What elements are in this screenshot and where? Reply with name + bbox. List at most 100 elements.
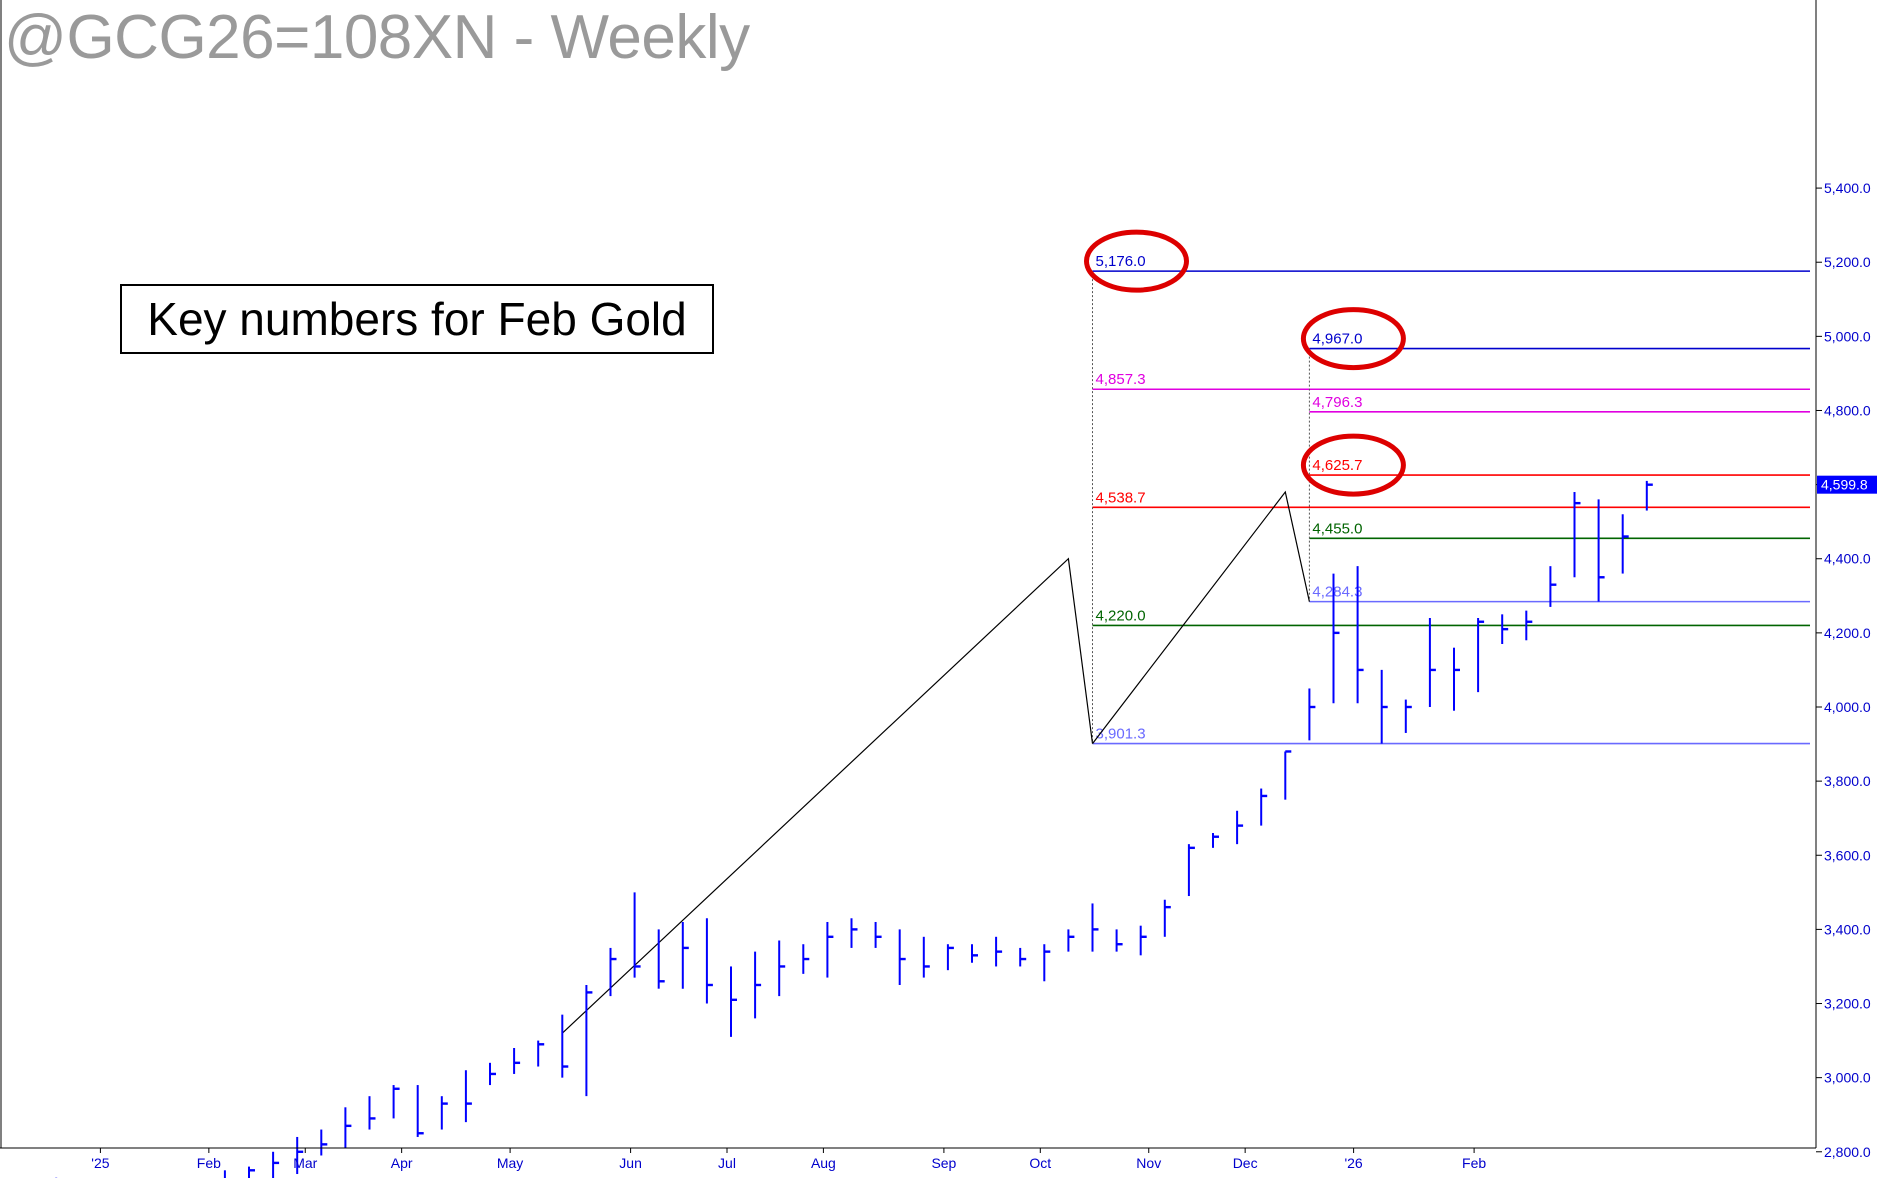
price-bar: [1212, 833, 1219, 848]
price-bar: [248, 1166, 255, 1178]
level-label: 4,857.3: [1096, 371, 1146, 388]
y-tick-label: 3,000.0: [1824, 1070, 1871, 1086]
x-tick-label: '25: [91, 1155, 109, 1171]
price-bar: [1067, 929, 1075, 952]
price-bar: [489, 1062, 496, 1086]
level-label: 4,967.0: [1312, 331, 1362, 348]
last-price-label: 4,599.8: [1821, 477, 1868, 493]
x-tick-label: Feb: [197, 1155, 221, 1171]
price-bar: [1115, 929, 1123, 952]
y-tick-label: 4,000.0: [1824, 699, 1871, 715]
price-bar: [1453, 647, 1460, 711]
price-bar: [223, 1170, 226, 1178]
x-tick-label: Dec: [1233, 1155, 1258, 1171]
y-tick-label: 4,200.0: [1824, 625, 1871, 641]
price-bar: [946, 944, 954, 971]
level-label: 4,220.0: [1096, 607, 1146, 624]
price-bar: [1477, 618, 1485, 693]
x-tick-label: May: [497, 1155, 523, 1171]
price-bar: [537, 1040, 545, 1067]
chart-title: @GCG26=108XN - Weekly: [4, 3, 750, 72]
x-tick-label: Feb: [1462, 1155, 1486, 1171]
price-bar: [1525, 610, 1533, 641]
highlight-circle: [1300, 307, 1406, 371]
y-tick-label: 3,200.0: [1824, 996, 1871, 1012]
price-bar: [633, 892, 641, 978]
price-bar: [344, 1107, 352, 1149]
highlight-circle: [1084, 229, 1189, 293]
x-tick-label: Aug: [811, 1155, 836, 1171]
abc-line: [1092, 490, 1310, 744]
y-tick-label: 2,800.0: [1824, 1144, 1871, 1160]
price-bar: [1573, 492, 1581, 578]
price-bars: [55, 480, 1653, 1178]
price-bar: [320, 1129, 328, 1156]
price-bar: [1260, 788, 1268, 826]
price-bar: [995, 936, 1003, 967]
price-bar: [730, 966, 737, 1037]
y-tick-label: 4,800.0: [1824, 402, 1871, 418]
x-tick-label: Sep: [931, 1155, 956, 1171]
price-bar: [464, 1070, 472, 1123]
price-bar: [705, 918, 713, 1004]
price-bar: [778, 940, 786, 997]
abc-line: [561, 557, 1094, 1034]
highlight-circle: [1300, 433, 1406, 497]
price-bar: [440, 1096, 448, 1130]
price-bar: [585, 984, 593, 1097]
x-tick-label: '26: [1344, 1155, 1362, 1171]
level-label: 4,538.7: [1096, 489, 1146, 506]
y-tick-label: 3,800.0: [1824, 773, 1871, 789]
level-label: 5,176.0: [1096, 253, 1146, 270]
y-tick-label: 4,400.0: [1824, 551, 1871, 567]
y-tick-label: 3,400.0: [1824, 921, 1871, 937]
price-bar: [1236, 810, 1244, 845]
price-bar: [1019, 947, 1027, 967]
price-bar: [1501, 614, 1509, 644]
price-bar: [296, 1136, 304, 1175]
price-bar: [1645, 480, 1653, 511]
abc-pattern-lines: [561, 490, 1310, 1034]
price-bar: [368, 1096, 376, 1130]
price-bar: [1284, 750, 1292, 800]
price-bar: [1428, 618, 1436, 707]
price-bar: [850, 918, 858, 948]
level-label: 3,901.3: [1096, 726, 1146, 743]
price-bar: [392, 1085, 400, 1119]
price-bar: [1380, 669, 1388, 744]
price-bar: [1356, 566, 1364, 704]
price-bar: [1163, 899, 1171, 937]
price-bar: [681, 921, 689, 989]
y-tick-label: 5,400.0: [1824, 180, 1871, 196]
price-bar: [416, 1085, 424, 1137]
price-bar: [1308, 688, 1316, 741]
price-bar: [609, 947, 617, 997]
highlight-circles: [1084, 229, 1406, 497]
x-tick-label: Apr: [391, 1155, 413, 1171]
price-bar: [1597, 499, 1605, 602]
price-bar: [1187, 844, 1195, 897]
x-tick-label: Oct: [1029, 1155, 1051, 1171]
price-bar: [1139, 925, 1147, 956]
x-tick-label: Jun: [619, 1155, 642, 1171]
y-tick-label: 5,200.0: [1824, 254, 1871, 270]
x-tick-label: Jul: [718, 1155, 736, 1171]
price-bar: [971, 944, 978, 963]
price-bar: [1404, 699, 1412, 733]
y-tick-label: 3,600.0: [1824, 847, 1871, 863]
price-bar: [561, 1014, 569, 1078]
price-bar: [272, 1151, 280, 1178]
last-price-tag: [1817, 475, 1877, 494]
price-bar: [1043, 944, 1051, 982]
price-bar: [1332, 573, 1340, 704]
x-tick-label: Nov: [1136, 1155, 1161, 1171]
price-bar: [874, 921, 882, 948]
x-tick-label: Mar: [293, 1155, 317, 1171]
target-levels: 5,176.0 4,857.3 4,538.7 4,220.0 3,901.3 4,967…: [1092, 253, 1810, 745]
price-bar: [754, 951, 762, 1019]
price-bar: [1549, 566, 1557, 607]
price-bar: [513, 1047, 521, 1074]
annotation-box: Key numbers for Feb Gold: [120, 284, 714, 354]
price-bar: [826, 921, 834, 978]
